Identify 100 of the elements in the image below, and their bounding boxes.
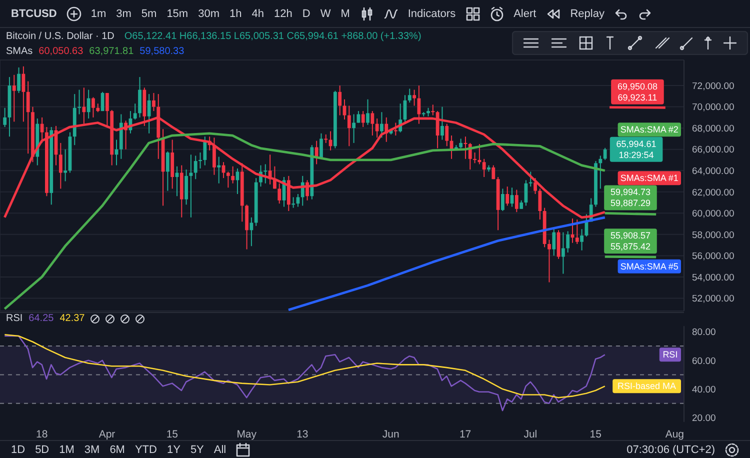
- candlestick: [534, 178, 537, 195]
- data-label: 59,994.73: [610, 187, 651, 198]
- text: All: [214, 444, 226, 456]
- candlestick: [184, 169, 188, 206]
- x-tick-label: 13: [296, 428, 308, 440]
- text: 4h: [252, 8, 264, 20]
- y-tick-label: 80.00: [692, 327, 716, 338]
- y-tick-label: 20.00: [692, 413, 716, 424]
- candlestick: [356, 110, 360, 124]
- candlestick: [338, 85, 342, 116]
- text: YTD: [134, 444, 157, 456]
- text: W: [320, 8, 331, 20]
- candlestick: [603, 147, 607, 160]
- candlestick: [296, 194, 300, 208]
- candlestick: [198, 152, 202, 169]
- y-tick-label: 68,000.00: [692, 123, 734, 134]
- candlestick: [58, 142, 62, 190]
- candlestick: [528, 171, 532, 188]
- candlestick: [514, 189, 518, 213]
- candlestick: [598, 155, 602, 190]
- y-tick-label: 58,000.00: [692, 230, 734, 241]
- candlestick: [506, 186, 510, 206]
- text: 07:30:06 (UTC+2): [626, 444, 715, 456]
- candlestick: [194, 155, 198, 180]
- x-tick-label: Jun: [382, 428, 400, 440]
- series-label: RSI-based MA: [618, 381, 676, 392]
- line-series: [3, 132, 606, 310]
- candlestick: [431, 104, 435, 116]
- candlestick: [440, 106, 444, 140]
- y-tick-label: 52,000.00: [692, 294, 734, 305]
- data-label: 55,908.57: [610, 230, 651, 241]
- candlestick: [203, 136, 207, 166]
- text: 1h: [230, 8, 242, 20]
- text: 15m: [166, 8, 188, 20]
- text: SMAs:SMA #2: [620, 124, 678, 135]
- annotation: 65,994.61: [616, 138, 656, 149]
- data-label: 59,887.29: [610, 198, 651, 208]
- line-series: [4, 334, 606, 398]
- y-tick-label: 54,000.00: [692, 272, 734, 284]
- text: 12h: [274, 8, 292, 20]
- line-series: [4, 335, 606, 412]
- data-label: 55,875.42: [610, 242, 651, 252]
- candlestick: [473, 152, 476, 164]
- candlestick: [3, 107, 7, 128]
- text: 64.25 42.37: [28, 313, 85, 324]
- y-tick-label: 66,000.00: [692, 144, 734, 156]
- candlestick: [566, 230, 570, 254]
- chart-title: Bitcoin / U.S. Dollar · 1D: [6, 31, 114, 42]
- candlestick: [580, 228, 584, 251]
- y-tick-label: 60,000.00: [692, 208, 734, 220]
- text: RSI: [662, 350, 678, 360]
- text: 1D: [11, 444, 26, 456]
- y-tick-label: 64,000.00: [692, 166, 734, 177]
- x-tick-label: Apr: [98, 428, 116, 440]
- candlestick: [501, 188, 504, 212]
- y-tick-label: 72,000.00: [692, 80, 734, 92]
- candlestick: [212, 137, 216, 176]
- text: Alert: [514, 8, 536, 20]
- candlestick: [352, 114, 356, 144]
- candlestick: [12, 74, 16, 122]
- text: 30m: [198, 8, 220, 20]
- candlestick: [217, 156, 221, 184]
- legend-title: SMAs 60,050.63 63,971.81 59,580.33: [6, 46, 184, 57]
- candlestick: [78, 89, 81, 115]
- candlestick: [347, 105, 351, 147]
- text: 1m: [90, 8, 106, 20]
- text: M: [340, 8, 350, 20]
- candlestick: [394, 122, 398, 136]
- candlestick: [231, 166, 235, 184]
- text: 3m: [116, 8, 132, 20]
- candlestick: [22, 66, 26, 122]
- candlestick: [152, 92, 156, 112]
- series-label: RSI: [6, 313, 23, 324]
- x-tick-label: 15: [166, 428, 178, 440]
- candlestick: [264, 164, 268, 184]
- candlestick: [408, 88, 412, 104]
- x-tick-label: 17: [459, 428, 472, 440]
- candlestick: [445, 123, 449, 147]
- candlestick: [86, 89, 90, 119]
- text: 3M: [84, 444, 100, 456]
- x-tick-label: Aug: [665, 428, 684, 440]
- text: 1Y: [166, 444, 180, 456]
- candlestick: [250, 216, 254, 247]
- candlestick: [133, 103, 137, 120]
- candlestick: [478, 144, 482, 165]
- chart-subtitle: O65,122.41 H66,136.15 L65,005.31 C65,994.61 +868.00 (+1.33%): [124, 31, 422, 42]
- candlestick: [366, 98, 370, 126]
- text: 6M: [110, 444, 125, 456]
- candlestick: [26, 80, 30, 154]
- data-label: 69,950.08: [617, 81, 658, 92]
- annotation: 18:29:54: [618, 150, 654, 160]
- line-series: [287, 216, 606, 311]
- candlestick: [552, 228, 556, 256]
- candlestick: [175, 166, 179, 197]
- text: 5Y: [190, 444, 204, 456]
- candlestick: [548, 239, 551, 283]
- candlestick: [189, 154, 193, 218]
- candlestick: [575, 219, 579, 244]
- candlestick: [492, 164, 496, 180]
- y-tick-label: 60.00: [692, 356, 716, 367]
